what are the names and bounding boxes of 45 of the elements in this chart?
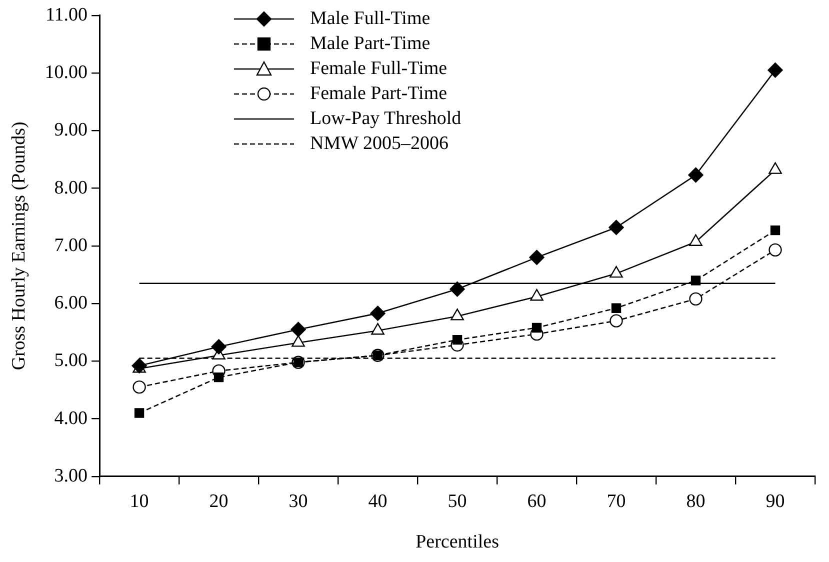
point: [770, 226, 780, 236]
point: [452, 334, 462, 345]
x-tick-label: 60: [527, 490, 546, 512]
point: [132, 380, 146, 394]
point: [611, 303, 622, 313]
x-tick-label: 40: [368, 490, 388, 512]
point: [529, 250, 544, 266]
y-axis-title: Gross Hourly Earnings (Pounds): [8, 122, 30, 370]
legend-label: Male Full-Time: [310, 7, 430, 31]
x-tick-label: 30: [288, 490, 308, 512]
point: [690, 276, 701, 286]
x-tick-label: 90: [766, 490, 785, 512]
x-tick-label: 20: [209, 490, 228, 512]
legend-label: Female Part-Time: [310, 82, 448, 106]
y-tick-label: 4.00: [54, 408, 88, 429]
point: [610, 314, 623, 328]
x-tick-label: 10: [130, 490, 149, 512]
y-tick-label: 10.00: [44, 62, 88, 84]
y-tick-label: 9.00: [54, 120, 88, 141]
legend-label: NMW 2005–2006: [310, 132, 448, 156]
point: [214, 372, 224, 382]
point: [689, 292, 702, 306]
point: [768, 62, 783, 78]
x-axis-title: Percentiles: [416, 532, 499, 553]
y-tick-label: 6.00: [54, 292, 88, 314]
point: [450, 282, 465, 297]
point: [768, 243, 782, 257]
y-tick-label: 11.00: [46, 4, 88, 26]
x-tick-label: 50: [448, 490, 467, 512]
y-tick-label: 7.00: [54, 234, 88, 256]
y-tick-label: 3.00: [54, 465, 88, 486]
legend-label: Low-Pay Threshold: [310, 107, 462, 131]
point: [532, 322, 542, 333]
x-tick-label: 70: [606, 490, 626, 512]
point: [370, 306, 386, 321]
point: [688, 167, 704, 183]
x-tick-label: 80: [686, 490, 706, 512]
point: [290, 322, 306, 338]
point: [211, 339, 226, 354]
y-tick-label: 5.00: [54, 350, 88, 372]
point: [134, 408, 144, 418]
point: [608, 220, 624, 236]
legend-label: Female Full-Time: [310, 57, 448, 81]
y-tick-label: 8.00: [54, 177, 88, 198]
legend-label: Male Part-Time: [310, 32, 430, 56]
